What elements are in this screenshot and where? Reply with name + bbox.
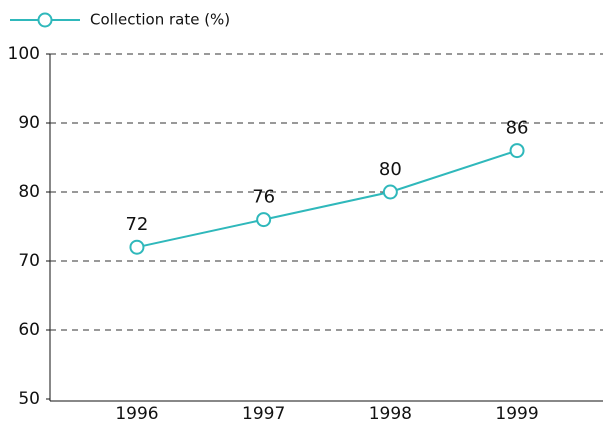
x-tick-label: 1998 bbox=[369, 404, 412, 424]
y-tick-label: 70 bbox=[18, 251, 40, 271]
point bbox=[509, 143, 525, 159]
x-tick-label: 1996 bbox=[115, 404, 158, 424]
point bbox=[256, 212, 272, 228]
x-tick-label: 1997 bbox=[242, 404, 285, 424]
x-tick-label: 1999 bbox=[495, 404, 538, 424]
data-label: 86 bbox=[506, 118, 529, 139]
y-tick-label: 100 bbox=[8, 44, 40, 64]
data-label: 76 bbox=[252, 187, 275, 208]
y-tick-label: 90 bbox=[18, 113, 40, 133]
point bbox=[129, 239, 145, 255]
data-label: 72 bbox=[125, 214, 148, 235]
legend-label: Collection rate (%) bbox=[90, 11, 230, 29]
data-label: 80 bbox=[379, 159, 402, 180]
y-tick-label: 60 bbox=[18, 320, 40, 340]
y-tick-label: 80 bbox=[18, 182, 40, 202]
y-tick-label: 50 bbox=[18, 389, 40, 409]
series-line bbox=[136, 149, 518, 249]
legend-marker bbox=[37, 12, 53, 28]
point bbox=[382, 184, 398, 200]
